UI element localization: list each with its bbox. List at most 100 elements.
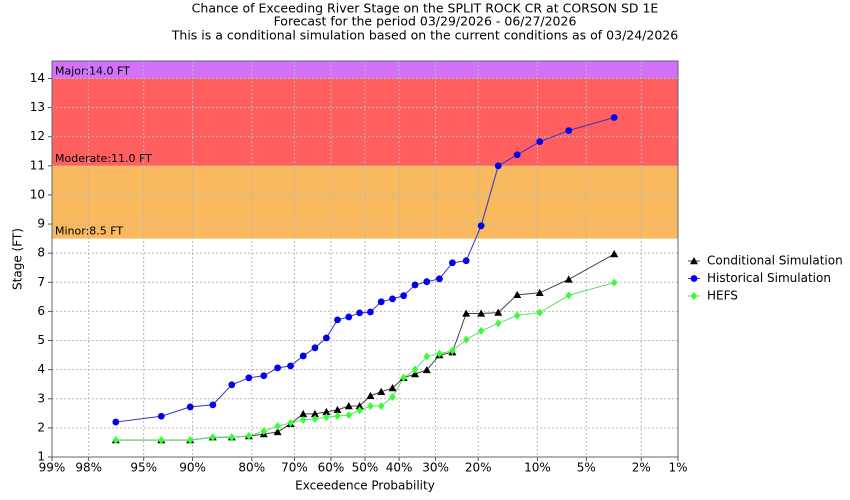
data-point — [389, 295, 396, 303]
data-point — [462, 335, 470, 344]
y-tick-label: 8 — [37, 246, 45, 260]
legend-label: Conditional Simulation — [707, 254, 843, 268]
data-point — [334, 316, 341, 324]
data-point — [400, 292, 408, 300]
data-point — [448, 259, 456, 267]
data-point — [449, 346, 456, 355]
data-point — [287, 418, 294, 427]
chart-subtitle: Forecast for the period 03/29/2026 - 06/… — [274, 14, 577, 29]
data-point — [462, 257, 470, 265]
y-tick-label: 10 — [30, 187, 45, 201]
data-point — [423, 278, 431, 286]
data-point — [245, 432, 253, 441]
data-point — [565, 291, 572, 300]
chart-note: This is a conditional simulation based o… — [171, 28, 678, 43]
data-point — [377, 298, 385, 306]
data-point — [187, 436, 194, 445]
data-point — [436, 349, 443, 358]
data-point — [310, 409, 319, 418]
data-point — [260, 372, 268, 380]
y-tick-label: 9 — [37, 217, 45, 231]
chart-title: Chance of Exceeding River Stage on the S… — [192, 1, 659, 16]
x-tick-label: 80% — [238, 461, 265, 475]
data-point — [245, 374, 253, 382]
data-point — [333, 405, 342, 414]
data-point — [610, 114, 618, 121]
data-point — [411, 365, 419, 374]
y-tick-label: 11 — [30, 158, 45, 172]
x-tick-label: 90% — [179, 461, 206, 475]
data-point — [610, 250, 619, 258]
data-point — [564, 275, 573, 283]
data-point — [462, 309, 471, 317]
data-point — [273, 427, 282, 436]
legend-label: Historical Simulation — [707, 271, 831, 285]
data-point — [565, 127, 573, 134]
x-tick-label: 70% — [281, 461, 308, 475]
legend-marker — [690, 257, 698, 265]
data-point — [345, 313, 353, 321]
data-point — [536, 138, 544, 146]
data-point — [377, 387, 386, 395]
data-point — [477, 222, 485, 230]
data-point — [334, 411, 341, 420]
flood-band-label: Major:14.0 FT — [55, 64, 130, 77]
y-tick-label: 6 — [37, 304, 45, 318]
data-point — [536, 308, 543, 317]
data-point — [345, 411, 352, 420]
data-point — [322, 334, 330, 342]
data-point — [344, 402, 353, 410]
legend-marker — [690, 292, 698, 300]
data-point — [355, 402, 364, 410]
x-axis-label: Exceedence Probability — [295, 479, 435, 493]
data-point — [513, 151, 521, 159]
data-point — [228, 433, 235, 442]
data-point — [477, 326, 485, 335]
x-tick-label: 99% — [39, 461, 66, 475]
x-tick-label: 1% — [668, 461, 687, 475]
data-point — [611, 278, 618, 287]
data-point — [299, 416, 307, 425]
data-point — [400, 373, 407, 382]
data-point — [389, 393, 396, 402]
y-tick-label: 2 — [37, 420, 45, 434]
y-axis-label: Stage (FT) — [11, 228, 25, 290]
x-tick-label: 2% — [632, 461, 651, 475]
y-tick-label: 13 — [30, 100, 45, 114]
data-point — [513, 290, 522, 299]
x-tick-label: 10% — [524, 461, 551, 475]
data-point — [209, 433, 217, 442]
data-point — [274, 364, 282, 372]
data-point — [422, 365, 431, 374]
plot-frame — [51, 60, 679, 458]
x-tick-label: 60% — [318, 461, 345, 475]
data-point — [356, 309, 364, 317]
flood-band-label: Moderate:11.0 FT — [55, 152, 152, 165]
data-point — [158, 436, 165, 445]
x-tick-label: 98% — [75, 461, 102, 475]
data-point — [494, 308, 503, 316]
data-point — [495, 319, 502, 328]
data-point — [311, 414, 319, 423]
data-point — [322, 407, 331, 416]
data-point — [477, 309, 486, 317]
data-point — [157, 412, 165, 420]
flood-band-label: Minor:8.5 FT — [55, 225, 123, 238]
y-tick-label: 4 — [37, 362, 45, 376]
data-point — [356, 406, 363, 415]
data-point — [299, 352, 307, 360]
x-tick-label: 95% — [130, 461, 157, 475]
data-point — [299, 409, 308, 418]
data-point — [323, 413, 330, 422]
data-point — [228, 381, 236, 389]
x-tick-label: 20% — [465, 461, 492, 475]
y-tick-label: 12 — [30, 129, 45, 143]
data-point — [513, 311, 521, 320]
data-point — [366, 391, 375, 400]
data-point — [274, 422, 281, 431]
data-point — [260, 427, 268, 436]
legend-label: HEFS — [707, 289, 738, 303]
x-tick-label: 5% — [577, 461, 596, 475]
